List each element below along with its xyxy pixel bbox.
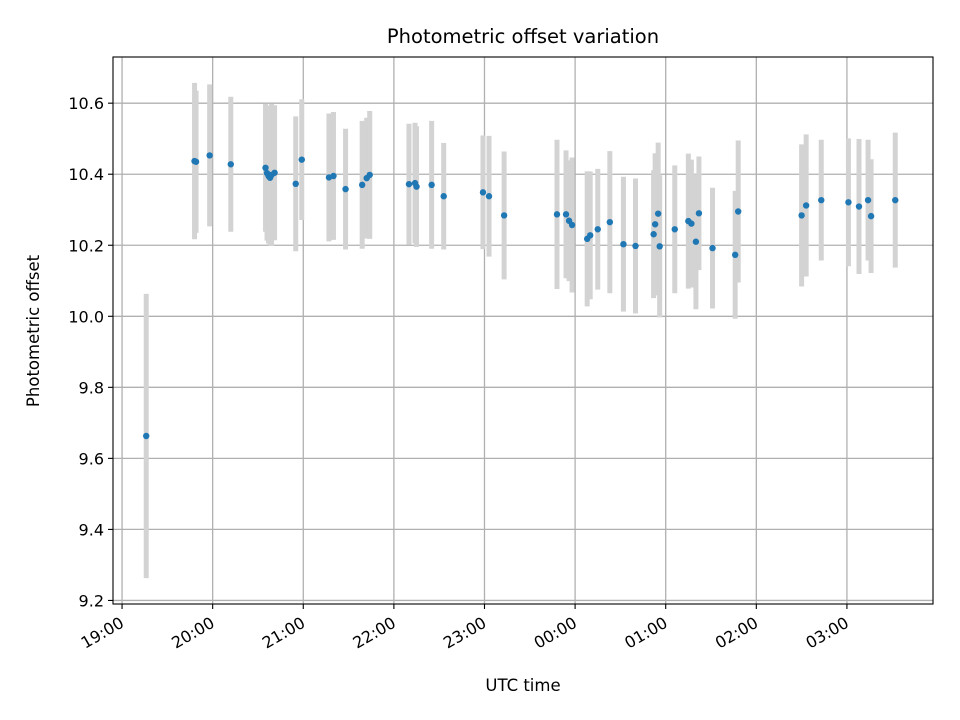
data-point xyxy=(731,251,739,259)
data-point xyxy=(864,196,872,204)
data-point xyxy=(262,164,269,172)
data-point xyxy=(654,210,662,217)
data-point xyxy=(656,243,663,250)
data-point xyxy=(671,226,678,233)
data-point xyxy=(485,193,493,200)
y-axis-label: Photometric offset xyxy=(24,254,43,407)
data-point xyxy=(587,232,594,239)
data-point xyxy=(692,238,700,245)
data-point xyxy=(594,226,601,233)
data-point xyxy=(798,212,805,219)
plot-frame xyxy=(112,56,934,605)
y-tick-label: 9.4 xyxy=(79,520,104,539)
data-point xyxy=(734,208,742,215)
data-point xyxy=(227,161,234,168)
data-point xyxy=(632,242,639,250)
data-point xyxy=(143,432,150,440)
data-point xyxy=(428,181,435,189)
data-point xyxy=(695,210,703,217)
data-point xyxy=(413,183,420,190)
data-point xyxy=(709,244,716,252)
data-point xyxy=(342,185,349,193)
data-point xyxy=(500,212,508,219)
data-point xyxy=(271,169,278,176)
data-point xyxy=(845,199,852,206)
y-tick-label: 9.8 xyxy=(79,378,104,397)
y-tick-label: 10.6 xyxy=(68,94,104,113)
data-point xyxy=(651,221,659,228)
data-point xyxy=(292,180,299,188)
chart-title: Photometric offset variation xyxy=(387,25,659,48)
y-tick-label: 9.2 xyxy=(79,591,104,610)
data-point xyxy=(358,181,366,189)
data-point xyxy=(562,211,570,218)
data-point xyxy=(606,218,614,226)
data-point xyxy=(867,212,875,220)
data-point xyxy=(688,220,695,227)
data-point xyxy=(855,203,863,210)
x-axis-label: UTC time xyxy=(485,676,560,695)
y-axis-ticks: 9.2 9.4 9.6 9.8 10.0 10.2 10.4 10.6 xyxy=(68,94,113,610)
data-point xyxy=(892,196,899,204)
data-point xyxy=(366,171,373,179)
data-point xyxy=(405,180,413,188)
y-tick-label: 10.2 xyxy=(68,236,104,255)
data-point xyxy=(298,156,305,163)
data-points xyxy=(143,152,899,440)
data-point xyxy=(192,158,200,165)
y-tick-label: 9.6 xyxy=(79,449,104,468)
data-point xyxy=(553,211,561,218)
data-point xyxy=(568,221,576,229)
data-point xyxy=(650,231,657,238)
data-point xyxy=(206,152,213,159)
data-point xyxy=(330,172,337,180)
data-point xyxy=(620,240,627,248)
data-point xyxy=(479,189,487,196)
y-tick-label: 10.4 xyxy=(68,165,104,184)
data-point xyxy=(818,196,825,204)
data-point xyxy=(440,193,447,200)
y-tick-label: 10.0 xyxy=(68,307,104,326)
data-point xyxy=(802,202,810,209)
